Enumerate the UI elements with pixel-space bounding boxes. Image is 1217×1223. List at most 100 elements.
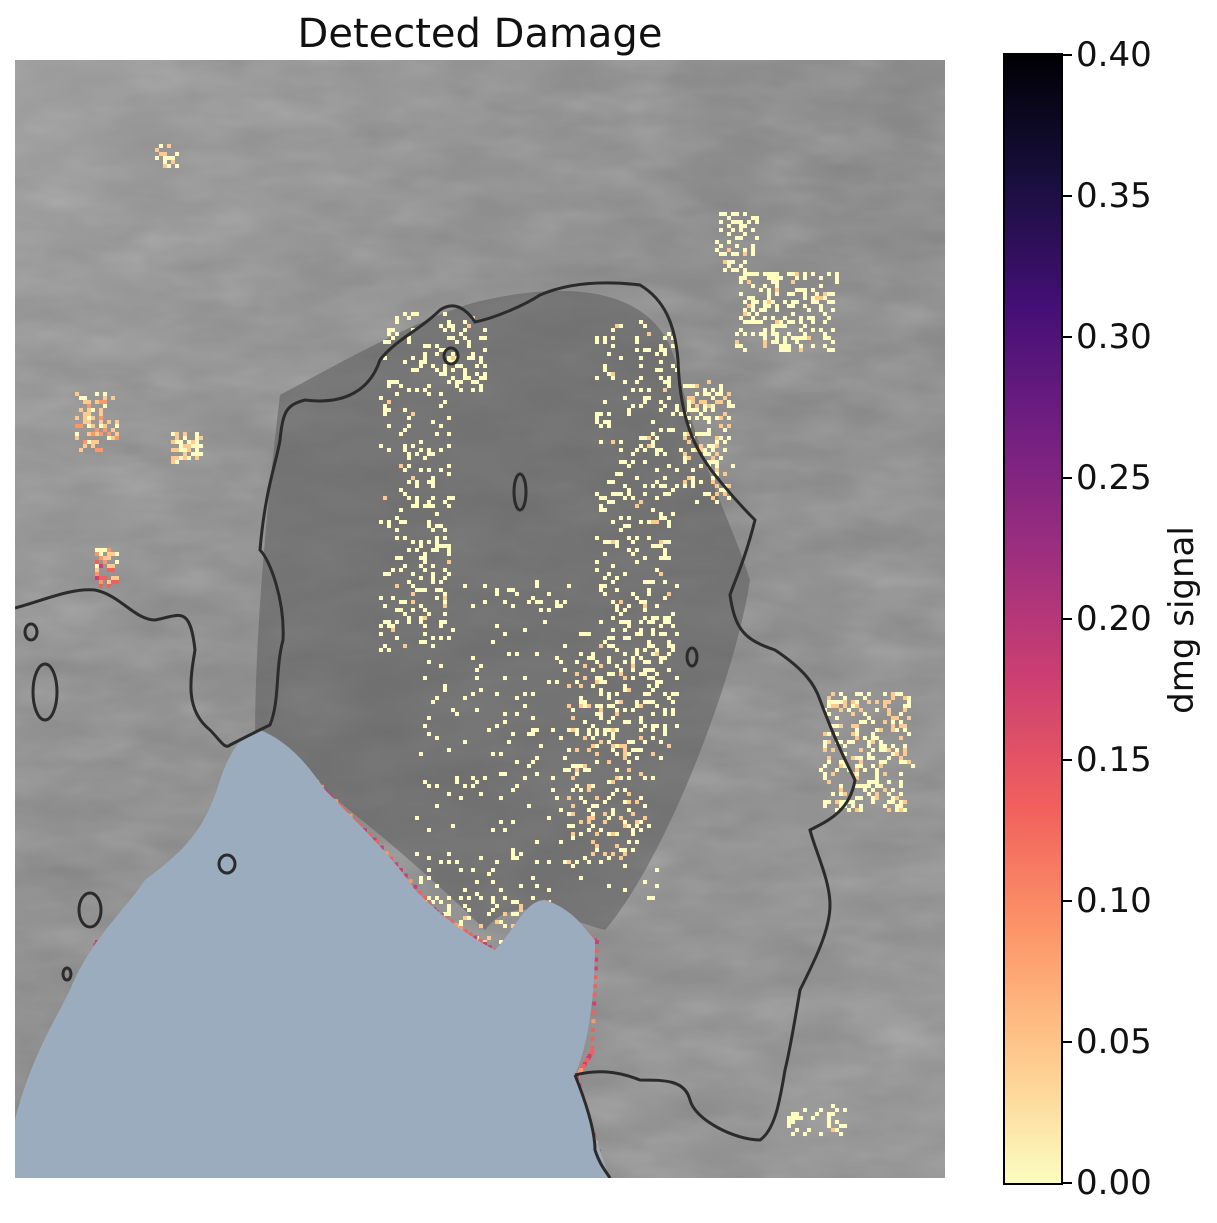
damage-pixel [831, 308, 835, 312]
damage-pixel [687, 456, 691, 460]
damage-pixel [631, 664, 635, 668]
damage-pixel [615, 604, 619, 608]
damage-pixel [859, 756, 863, 760]
damage-pixel [329, 794, 334, 799]
damage-pixel [183, 452, 187, 456]
damage-pixel [623, 660, 627, 664]
damage-pixel [619, 620, 623, 624]
damage-pixel [635, 340, 639, 344]
damage-pixel [835, 724, 839, 728]
damage-pixel [803, 304, 807, 308]
damage-pixel [623, 676, 627, 680]
damage-pixel [675, 676, 679, 680]
damage-pixel [719, 252, 723, 256]
damage-pixel [411, 600, 415, 604]
damage-pixel [827, 756, 831, 760]
damage-pixel [159, 152, 163, 156]
damage-pixel [635, 840, 639, 844]
damage-pixel [631, 404, 635, 408]
damage-pixel [443, 592, 447, 596]
damage-pixel [815, 1112, 819, 1116]
damage-pixel [875, 780, 879, 784]
damage-pixel [383, 408, 387, 412]
damage-pixel [891, 728, 895, 732]
damage-pixel [443, 312, 447, 316]
damage-pixel [447, 432, 451, 436]
damage-pixel [743, 312, 747, 316]
damage-pixel [847, 740, 851, 744]
damage-pixel [767, 272, 771, 276]
damage-pixel [859, 760, 863, 764]
damage-pixel [571, 812, 575, 816]
damage-pixel [755, 300, 759, 304]
damage-pixel [611, 616, 615, 620]
damage-pixel [799, 328, 803, 332]
damage-pixel [407, 464, 411, 468]
damage-pixel [575, 764, 579, 768]
damage-pixel [615, 576, 619, 580]
damage-pixel [623, 524, 627, 528]
damage-pixel [563, 860, 567, 864]
damage-pixel [627, 604, 631, 608]
damage-pixel [647, 536, 651, 540]
damage-pixel [639, 772, 643, 776]
damage-pixel [443, 912, 447, 916]
damage-pixel [99, 584, 103, 588]
damage-pixel [755, 272, 759, 276]
damage-pixel [811, 328, 815, 332]
damage-pixel [751, 248, 755, 252]
damage-pixel [599, 424, 603, 428]
damage-pixel [659, 376, 663, 380]
damage-pixel [855, 808, 859, 812]
damage-pixel [607, 424, 611, 428]
damage-pixel [599, 508, 603, 512]
damage-pixel [907, 704, 911, 708]
damage-pixel [611, 832, 615, 836]
damage-pixel [703, 404, 707, 408]
damage-pixel [519, 908, 523, 912]
damage-pixel [735, 236, 739, 240]
damage-pixel [431, 476, 435, 480]
damage-pixel [811, 316, 815, 320]
damage-pixel [95, 440, 99, 444]
damage-pixel [431, 644, 435, 648]
damage-pixel [899, 756, 903, 760]
damage-pixel [843, 1108, 847, 1112]
damage-pixel [427, 504, 431, 508]
damage-pixel [759, 320, 763, 324]
damage-pixel [595, 760, 599, 764]
damage-pixel [459, 380, 463, 384]
damage-pixel [623, 752, 627, 756]
damage-pixel [439, 588, 443, 592]
damage-pixel [899, 792, 903, 796]
damage-pixel [431, 564, 435, 568]
damage-pixel [531, 692, 535, 696]
damage-pixel [655, 672, 659, 676]
damage-pixel [407, 316, 411, 320]
damage-pixel [691, 400, 695, 404]
damage-pixel [631, 660, 635, 664]
damage-pixel [687, 396, 691, 400]
damage-pixel [79, 448, 83, 452]
damage-pixel [79, 396, 83, 400]
damage-pixel [727, 404, 731, 408]
damage-pixel [731, 228, 735, 232]
damage-pixel [423, 608, 427, 612]
damage-pixel [395, 316, 399, 320]
damage-pixel [591, 744, 595, 748]
colorbar-tick-label: 0.40 [1076, 35, 1152, 75]
damage-pixel [883, 720, 887, 724]
damage-pixel [831, 704, 835, 708]
damage-pixel [711, 388, 715, 392]
damage-pixel [831, 1112, 835, 1116]
damage-pixel [827, 1120, 831, 1124]
damage-pixel [423, 588, 427, 592]
damage-pixel [715, 492, 719, 496]
damage-pixel [431, 572, 435, 576]
damage-pixel [643, 324, 647, 328]
damage-pixel [655, 520, 659, 524]
damage-pixel [671, 708, 675, 712]
damage-pixel [855, 784, 859, 788]
damage-pixel [639, 620, 643, 624]
damage-pixel [595, 560, 599, 564]
